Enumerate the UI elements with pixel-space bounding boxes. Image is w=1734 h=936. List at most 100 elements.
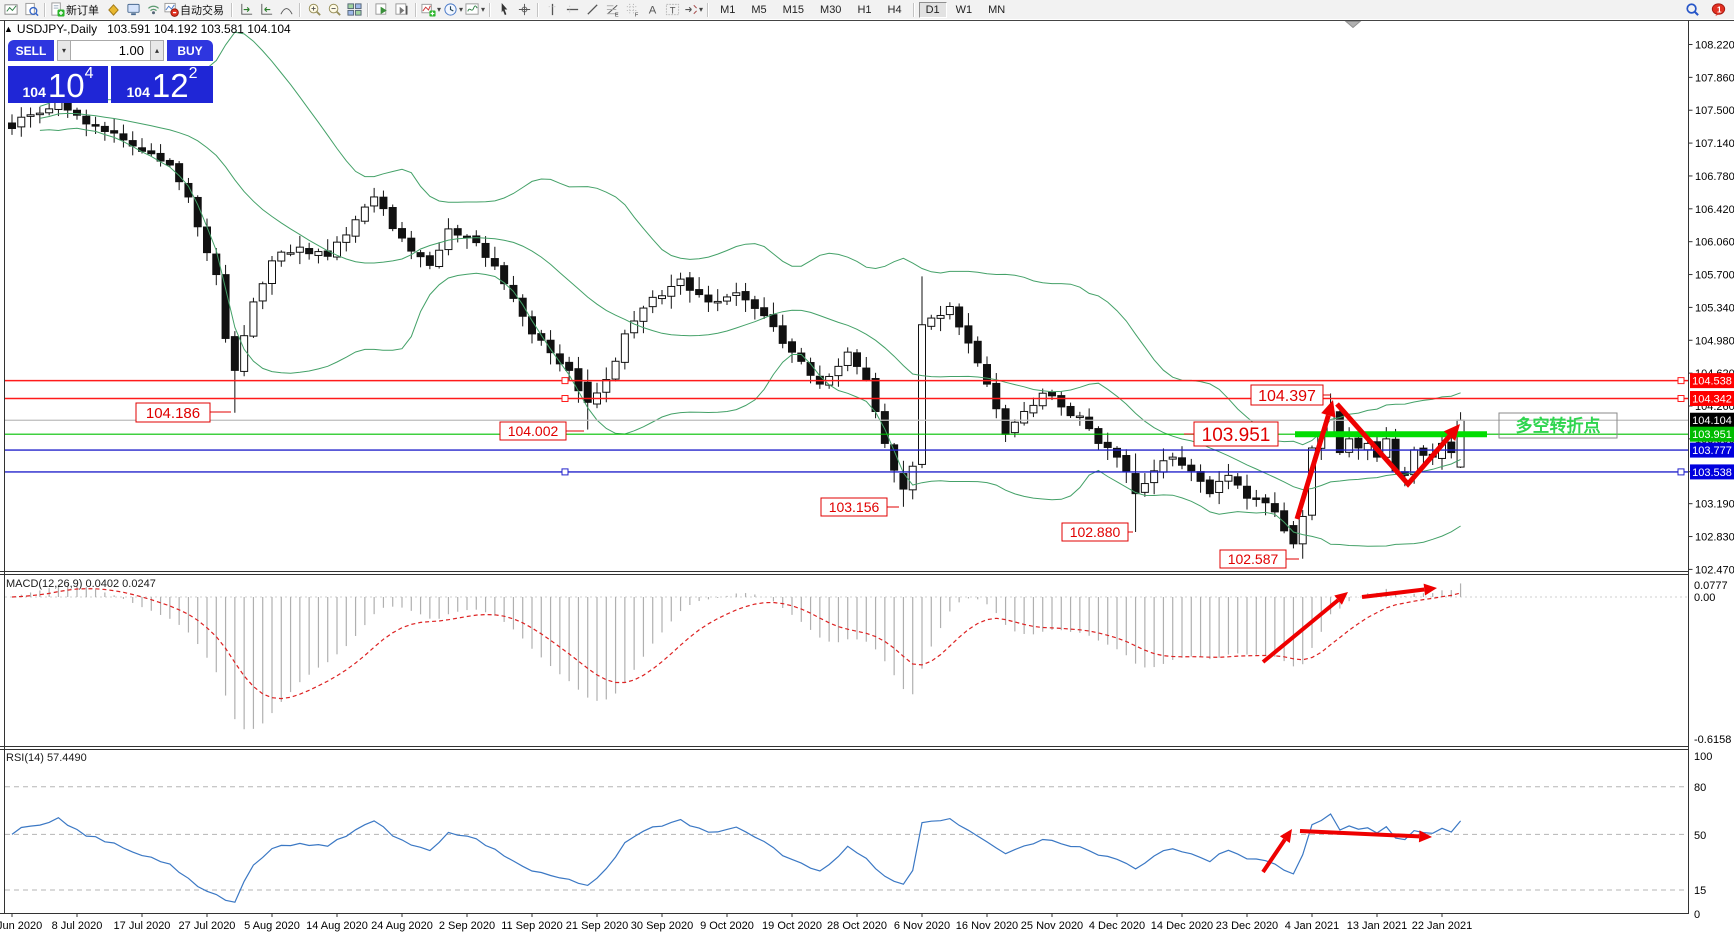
price-annotation-label[interactable]: 104.002 xyxy=(499,421,584,441)
fibonacci-button[interactable]: E xyxy=(602,1,622,18)
chevron-down-icon: ▾ xyxy=(437,5,442,14)
price-annotation-text: 103.156 xyxy=(829,499,880,515)
new-chart-button[interactable] xyxy=(1,1,21,18)
timeframe-w1-button[interactable]: W1 xyxy=(955,3,973,16)
notifications-button[interactable]: 1 xyxy=(1708,1,1728,18)
sell-price-display[interactable]: 104 10 4 xyxy=(8,66,108,103)
date-label: 16 Nov 2020 xyxy=(956,920,1018,932)
timeframe-d1-button[interactable]: D1 xyxy=(918,1,947,18)
chart-symbol-period: USDJPY-,Daily xyxy=(16,22,98,36)
auto-trading-button[interactable]: 自动交易 xyxy=(163,1,228,18)
objects-button[interactable] xyxy=(276,1,296,18)
timeframe-h4-button[interactable]: H4 xyxy=(887,3,902,16)
price-level-lines xyxy=(5,377,1688,476)
price-annotation-label[interactable]: 102.880 xyxy=(1061,522,1133,542)
price-tick-label: 105.700 xyxy=(1695,270,1734,282)
price-annotation-label[interactable]: 104.397 xyxy=(1250,384,1331,406)
date-label: 14 Aug 2020 xyxy=(306,920,368,932)
timeframe-h1-button[interactable]: H1 xyxy=(857,3,872,16)
macd-label: MACD(12,26,9) 0.0402 0.0247 xyxy=(6,578,156,590)
volume-decrease-button[interactable]: ▾ xyxy=(57,40,71,61)
hline-icon xyxy=(566,5,578,14)
price-annotation-label[interactable]: 102.587 xyxy=(1219,549,1299,569)
volume-input[interactable] xyxy=(71,40,150,61)
channel-button[interactable]: F xyxy=(622,1,642,18)
volume-increase-button[interactable]: ▴ xyxy=(150,40,164,61)
templates-button[interactable]: ▾ xyxy=(464,1,486,18)
indicators-button[interactable]: ▾ xyxy=(420,1,442,18)
buy-price-big: 12 xyxy=(151,67,189,104)
date-label: 5 Aug 2020 xyxy=(244,920,300,932)
line-handle[interactable] xyxy=(561,377,569,385)
horizontal-line-button[interactable] xyxy=(562,1,582,18)
search-button[interactable] xyxy=(1682,1,1702,18)
price-annotation-label[interactable]: 104.186 xyxy=(135,402,231,423)
price-tag-text: 103.538 xyxy=(1692,467,1732,479)
zoom-out-button[interactable] xyxy=(324,1,344,18)
line-handle[interactable] xyxy=(561,468,569,476)
cn-annotation[interactable]: 多空转折点 xyxy=(1498,412,1618,439)
trend-arrow[interactable] xyxy=(1261,598,1340,664)
arc-icon xyxy=(279,8,293,15)
timeframe-m15-button[interactable]: M15 xyxy=(782,3,805,16)
svg-text:F: F xyxy=(634,13,638,17)
styles-button[interactable] xyxy=(103,1,123,18)
timeframe-m30-button[interactable]: M30 xyxy=(820,3,842,16)
crosshair-button[interactable] xyxy=(514,1,534,18)
date-label: 2 Sep 2020 xyxy=(439,920,495,932)
timeframe-mn-button[interactable]: MN xyxy=(988,3,1006,16)
line-handle[interactable] xyxy=(1677,468,1685,476)
price-annotation-label[interactable]: 103.951 xyxy=(1184,421,1279,447)
periods-button[interactable]: ▾ xyxy=(442,1,464,18)
trend-arrow[interactable] xyxy=(1335,402,1452,488)
tile-windows-button[interactable] xyxy=(344,1,364,18)
date-label: 29 Jun 2020 xyxy=(0,920,42,932)
line-handle[interactable] xyxy=(1677,377,1685,385)
trendline-button[interactable] xyxy=(582,1,602,18)
timeframe-m1-button[interactable]: M1 xyxy=(720,3,736,16)
cursor-button[interactable] xyxy=(494,1,514,18)
trend-arrow[interactable] xyxy=(1261,838,1287,874)
tester-play-button[interactable] xyxy=(372,1,392,18)
vertical-line-button[interactable] xyxy=(542,1,562,18)
buy-price-display[interactable]: 104 12 2 xyxy=(111,66,213,103)
tester-play-icon xyxy=(374,3,387,15)
line-handle[interactable] xyxy=(561,395,569,403)
auto-scroll-button[interactable] xyxy=(236,1,256,18)
macd-histogram xyxy=(20,583,1462,730)
text-label-button[interactable]: T xyxy=(662,1,682,18)
price-tag xyxy=(1690,373,1734,389)
sell-button[interactable]: SELL xyxy=(8,40,54,61)
line-handle[interactable] xyxy=(1677,395,1685,403)
new-chart-icon xyxy=(3,4,18,15)
trend-arrow[interactable] xyxy=(1361,587,1425,599)
trend-arrow[interactable] xyxy=(1294,414,1331,520)
chart-shift-marker[interactable] xyxy=(1344,21,1362,29)
shapes-icon xyxy=(685,4,698,15)
chart-ohlc-values: 103.591 104.192 103.581 104.104 xyxy=(107,22,291,36)
new-order-button[interactable]: 新订单 xyxy=(49,1,103,18)
metaeditor-button[interactable] xyxy=(123,1,143,18)
svg-text:1: 1 xyxy=(1716,4,1721,14)
tester-step-button[interactable] xyxy=(392,1,412,18)
buy-price-base: 104 xyxy=(126,84,150,100)
arrows-button[interactable]: ▾ xyxy=(682,1,704,18)
profiles-button[interactable] xyxy=(21,1,41,18)
text-button[interactable]: A xyxy=(642,1,662,18)
price-tag-text: 104.538 xyxy=(1692,376,1732,388)
price-tick-label: 107.140 xyxy=(1695,138,1734,150)
editor-icon xyxy=(126,3,140,16)
toolbar-separator xyxy=(367,2,369,17)
trend-arrow[interactable] xyxy=(1299,829,1420,839)
buy-button[interactable]: BUY xyxy=(167,40,213,61)
chart-shift-button[interactable] xyxy=(256,1,276,18)
price-tick-label: 104.980 xyxy=(1695,335,1734,347)
auto-scroll-icon xyxy=(240,3,252,15)
timeframe-m5-button[interactable]: M5 xyxy=(751,3,767,16)
toolbar-separator xyxy=(299,2,301,17)
signals-button[interactable] xyxy=(143,1,163,18)
price-annotation-label[interactable]: 103.156 xyxy=(820,497,899,517)
zoom-in-button[interactable] xyxy=(304,1,324,18)
